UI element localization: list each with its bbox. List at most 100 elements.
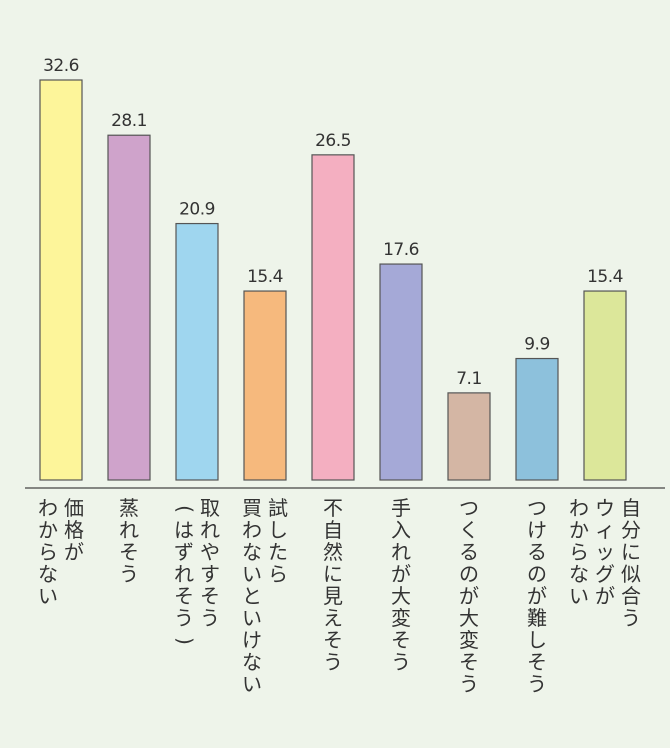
value-label-1: 32.6 (43, 56, 79, 76)
category-char: 入 (391, 518, 411, 542)
value-label-6: 17.6 (383, 240, 419, 260)
category-char: グ (595, 562, 615, 586)
category-char: ら (268, 562, 288, 586)
category-char: け (527, 518, 547, 542)
bar-2 (107, 134, 151, 481)
category-char: い (242, 562, 262, 586)
category-char: そ (527, 650, 547, 674)
category-char: そ (174, 584, 194, 608)
category-char: い (242, 606, 262, 630)
category-char: う (391, 650, 411, 674)
category-char: 似 (621, 562, 641, 586)
category-char: の (459, 562, 479, 586)
category-char: う (323, 650, 343, 674)
category-char: け (242, 628, 262, 652)
category-char: い (242, 672, 262, 696)
category-char: う (459, 672, 479, 696)
bar-1 (39, 79, 83, 481)
category-char: ら (569, 540, 589, 564)
category-char: る (527, 540, 547, 564)
bar-7 (447, 392, 491, 481)
category-char: し (268, 518, 288, 542)
category-char: そ (459, 650, 479, 674)
category-char: 大 (391, 584, 411, 608)
category-char: ず (174, 540, 194, 564)
category-char: 試 (268, 496, 288, 520)
value-label-7: 7.1 (456, 369, 482, 389)
category-char: そ (391, 628, 411, 652)
category-char: が (595, 584, 615, 608)
bar-9 (583, 290, 627, 481)
category-char: わ (569, 496, 589, 520)
category-char: 蒸 (119, 496, 139, 520)
category-char: い (569, 584, 589, 608)
category-char: 価 (64, 496, 84, 520)
category-char: か (38, 518, 58, 542)
category-char: つ (527, 496, 547, 520)
value-label-2: 28.1 (111, 111, 147, 131)
category-char: 不 (323, 496, 343, 520)
category-char: た (268, 540, 288, 564)
category-char: 分 (621, 518, 641, 542)
category-char: つ (459, 496, 479, 520)
category-char: 然 (323, 540, 343, 564)
category-char: は (174, 518, 194, 542)
category-char: 買 (242, 496, 262, 520)
category-char: れ (174, 562, 194, 586)
category-char: え (323, 606, 343, 630)
category-char: ) (173, 637, 197, 645)
category-char: 難 (527, 606, 547, 630)
category-char: し (527, 628, 547, 652)
category-char: 自 (323, 518, 343, 542)
category-char: が (527, 584, 547, 608)
category-char: と (242, 584, 262, 608)
category-char: れ (119, 518, 139, 542)
category-char: な (242, 540, 262, 564)
category-char: や (200, 540, 220, 564)
category-char: が (64, 540, 84, 564)
category-char: ら (38, 540, 58, 564)
category-char: 合 (621, 584, 641, 608)
category-char: 格 (64, 518, 84, 542)
category-char: す (200, 562, 220, 586)
category-char: れ (391, 540, 411, 564)
value-label-5: 26.5 (315, 131, 351, 151)
category-char: い (38, 584, 58, 608)
category-char: う (527, 672, 547, 696)
bar-4 (243, 290, 287, 481)
bar-5 (311, 154, 355, 481)
bar-6 (379, 263, 423, 481)
category-char: 見 (323, 584, 343, 608)
category-char: ウ (595, 496, 615, 520)
category-char: う (200, 606, 220, 630)
category-char: な (242, 650, 262, 674)
bar-3 (175, 222, 219, 481)
category-char: ( (173, 505, 197, 513)
category-char: う (119, 562, 139, 586)
category-char: 変 (391, 606, 411, 630)
value-label-3: 20.9 (179, 200, 215, 220)
category-char: わ (38, 496, 58, 520)
category-char: に (323, 562, 343, 586)
value-label-4: 15.4 (247, 267, 283, 287)
category-char: わ (242, 518, 262, 542)
bars-group (39, 79, 627, 481)
category-char: な (38, 562, 58, 586)
category-char: 大 (459, 606, 479, 630)
category-char: に (621, 540, 641, 564)
category-char: う (174, 606, 194, 630)
category-char: 変 (459, 628, 479, 652)
category-char: 自 (621, 496, 641, 520)
category-char: が (459, 584, 479, 608)
bar-8 (515, 357, 559, 481)
category-char: ッ (595, 540, 615, 564)
category-char: が (391, 562, 411, 586)
value-labels-group: 32.6 28.1 20.9 15.4 26.5 17.6 7.1 9.9 15.4 (43, 56, 623, 389)
category-char: そ (323, 628, 343, 652)
